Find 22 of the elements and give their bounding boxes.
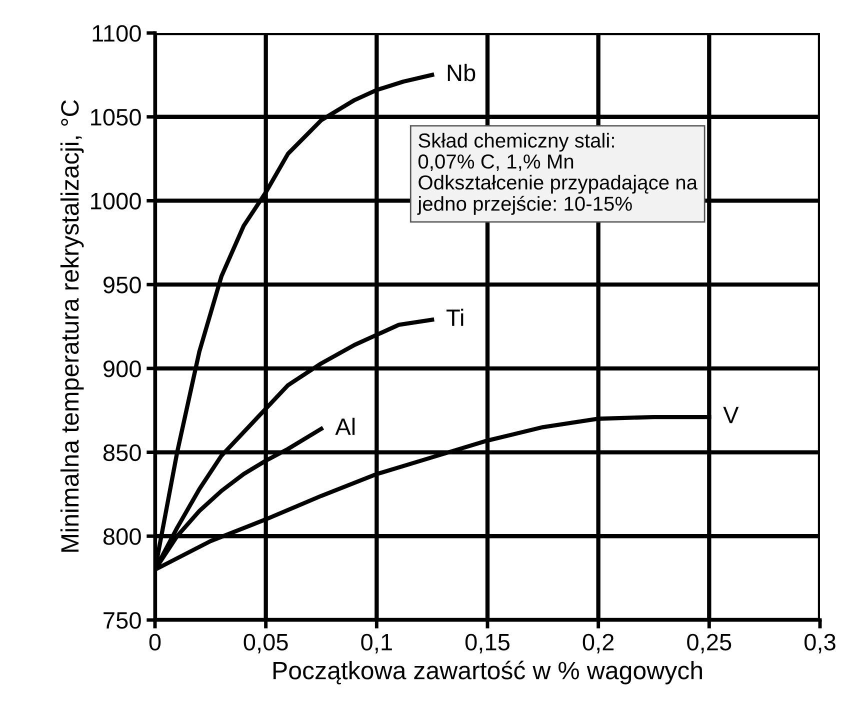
series-label: Nb xyxy=(448,64,476,82)
x-tick-label: 0,3 xyxy=(804,634,836,654)
y-tick-label: 1050 xyxy=(91,108,141,126)
y-tick-label: 950 xyxy=(104,276,141,294)
x-tick-label: 0,2 xyxy=(582,634,614,654)
y-tick-label: 900 xyxy=(104,360,141,378)
x-tick-label: 0,15 xyxy=(465,634,510,654)
annotation: Skład chemiczny stali: 0,07% C, 1,% Mn Odkształcenie przypadające na jedno przejście: 10-15% xyxy=(417,132,698,215)
x-axis-title: Początkowa zawartość w % wagowych xyxy=(274,660,702,684)
x-tick-label: 0 xyxy=(149,634,161,651)
series-label: V xyxy=(723,406,739,424)
y-axis-title: Minimalna temperatura rekrystalizacji, °C xyxy=(60,100,84,552)
series-label: Ti xyxy=(446,308,464,326)
y-tick-label: 1000 xyxy=(91,192,141,210)
x-tick-label: 0,25 xyxy=(687,634,732,654)
y-tick-label: 800 xyxy=(103,528,141,545)
y-tick-label: 1100 xyxy=(92,25,141,42)
y-tick-label: 750 xyxy=(104,612,141,629)
x-tick-label: 0,1 xyxy=(361,634,392,654)
x-tick-label: 0,05 xyxy=(244,634,288,654)
y-tick-label: 850 xyxy=(103,444,141,462)
series-label: Al xyxy=(335,418,355,435)
